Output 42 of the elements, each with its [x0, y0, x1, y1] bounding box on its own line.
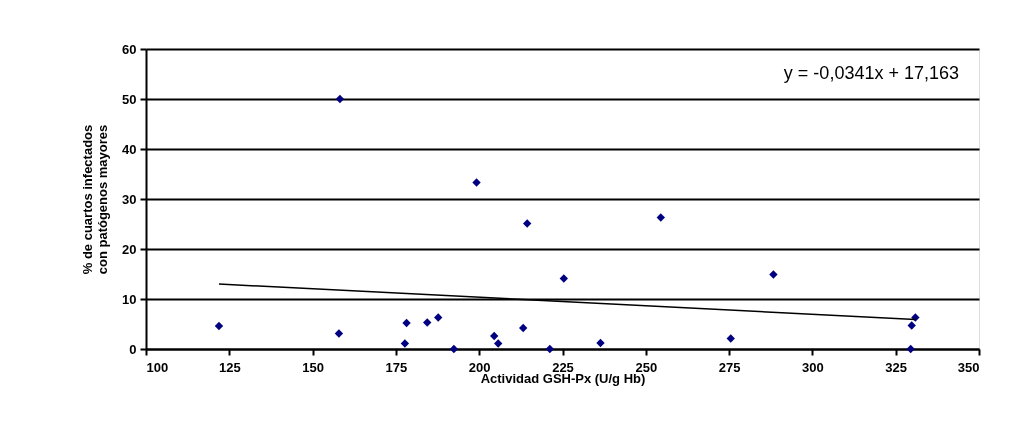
point — [214, 321, 224, 331]
y-tick-label: 10 — [122, 291, 137, 307]
x-tick-label: 250 — [635, 359, 658, 375]
y-tick-label: 60 — [122, 41, 137, 57]
x-tick-label: 275 — [718, 359, 741, 375]
point — [519, 323, 528, 333]
x-tick-label: 175 — [385, 359, 408, 375]
y-tick-label: 20 — [122, 241, 137, 257]
y-tick-label: 40 — [122, 141, 137, 157]
point — [449, 344, 459, 354]
x-tick-label: 300 — [802, 359, 824, 375]
point — [906, 344, 915, 354]
point — [559, 274, 569, 283]
point — [335, 94, 345, 104]
y-tick-label: 0 — [129, 341, 137, 357]
point — [726, 334, 735, 343]
point — [490, 331, 499, 341]
x-tick-label: 200 — [468, 359, 491, 375]
point — [423, 318, 432, 327]
x-tick-label: 350 — [957, 359, 980, 375]
point — [402, 318, 411, 328]
point — [911, 313, 920, 322]
point — [656, 213, 665, 222]
x-tick-label: 225 — [552, 359, 574, 375]
point — [907, 321, 916, 330]
point — [334, 329, 344, 338]
y-axis-title: % de cuartos infectados con patógenos mayores — [80, 124, 111, 275]
point — [545, 344, 555, 354]
x-tick-label: 125 — [218, 359, 241, 375]
point — [434, 313, 443, 322]
x-tick-label: 325 — [885, 359, 908, 375]
point — [769, 270, 778, 279]
x-tick-label: 100 — [146, 359, 169, 375]
x-tick-label: 150 — [302, 359, 324, 375]
point — [596, 338, 605, 348]
point — [400, 339, 410, 348]
annotation: y = -0,0341x + 17,163 — [783, 63, 959, 83]
point — [472, 178, 481, 187]
point — [523, 219, 532, 228]
y-tick-label: 30 — [122, 191, 137, 207]
y-tick-label: 50 — [122, 91, 137, 107]
point — [494, 339, 503, 348]
